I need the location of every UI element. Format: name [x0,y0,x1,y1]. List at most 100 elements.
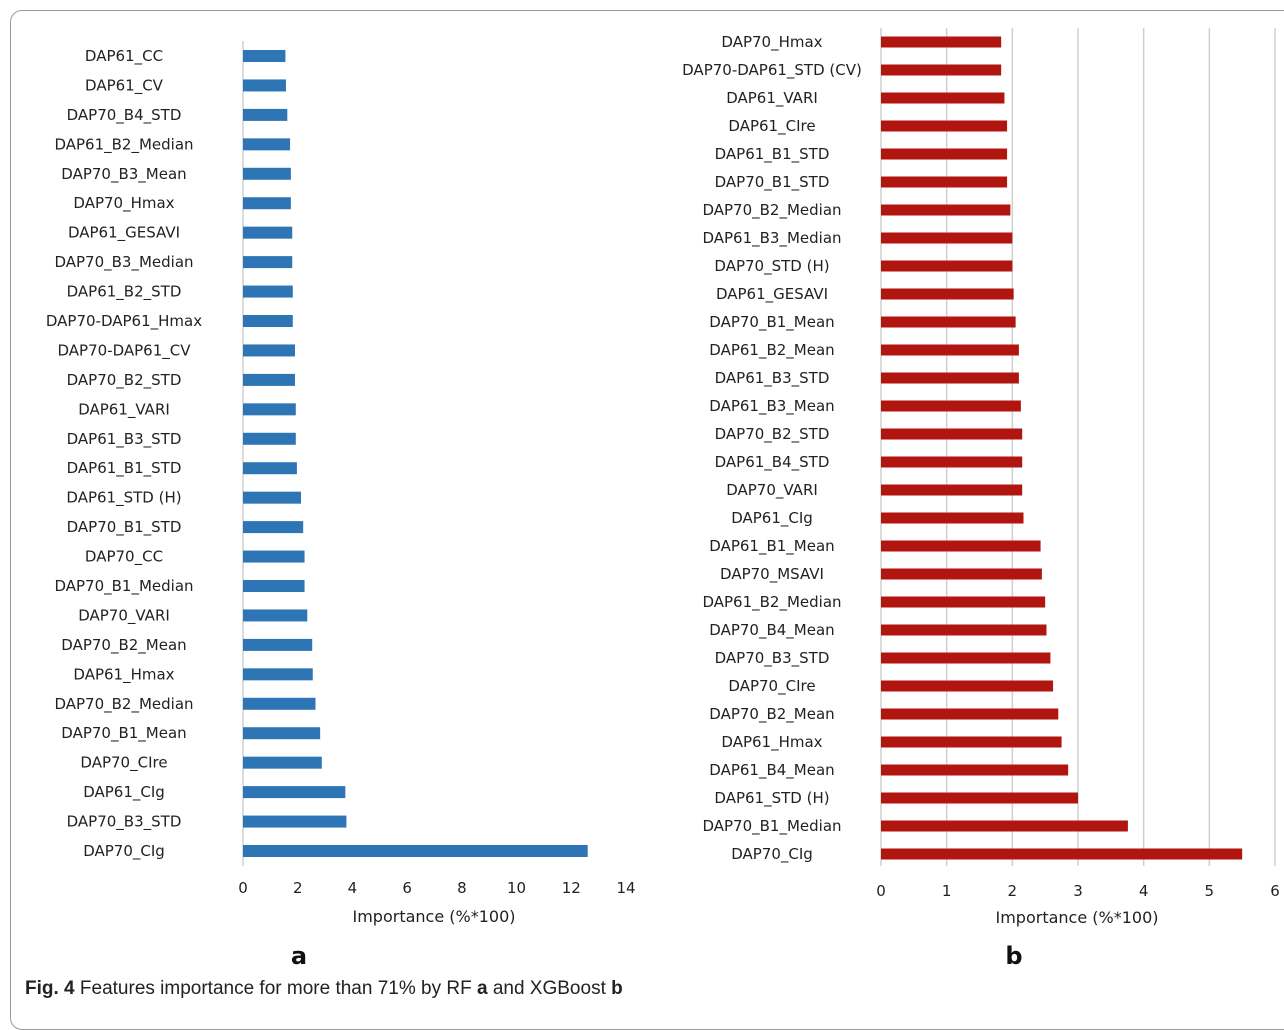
category-label: DAP61_B2_Median [54,135,193,154]
x-tick-label: 1 [942,882,952,900]
category-label: DAP70-DAP61_STD (CV) [682,61,862,80]
bar [881,120,1008,132]
bar [243,550,305,563]
bar [881,708,1059,720]
category-label: DAP70_B2_Mean [61,636,186,655]
bar [243,226,293,239]
bar [881,652,1051,664]
category-label: DAP70_B2_Median [702,201,841,220]
bar [881,736,1062,748]
category-label: DAP70_B3_STD [715,649,830,668]
bar [881,764,1069,776]
bar [243,609,308,622]
category-label: DAP61_CIg [83,783,165,802]
x-tick-label: 6 [402,879,412,897]
bar [881,176,1008,188]
category-label: DAP61_VARI [726,89,818,108]
bar [243,580,305,592]
bar [243,697,316,710]
x-tick-label: 14 [616,879,635,897]
category-label: DAP70_B4_STD [67,106,182,125]
category-label: DAP70_CIre [728,677,815,696]
bar [243,50,286,62]
category-label: DAP61_B4_Mean [709,761,834,780]
caption-label: Fig. 4 [25,978,75,999]
bar [243,462,297,475]
category-label: DAP70_B2_Mean [709,705,834,724]
bar [881,64,1002,76]
x-tick-label: 2 [293,879,303,897]
figure-caption: Fig. 4 Features importance for more than… [25,978,623,1000]
category-label: DAP61_CIre [728,117,815,136]
bar [243,344,295,357]
category-label: DAP61_B3_STD [67,430,182,449]
caption-panel-b: b [611,978,623,999]
panel-label: b [1005,942,1022,970]
category-label: DAP70_MSAVI [720,565,824,584]
category-label: DAP70_B3_Median [54,253,193,272]
bar [243,815,347,828]
bar [881,596,1046,608]
category-label: DAP70_B3_Mean [61,165,186,184]
category-label: DAP70_B2_STD [715,425,830,444]
x-tick-label: 5 [1205,882,1215,900]
bar [243,285,293,298]
bar [881,484,1023,496]
bar [881,848,1243,860]
category-label: DAP61_STD (H) [66,489,181,508]
category-label: DAP61_STD (H) [714,789,829,808]
category-label: DAP61_B3_Mean [709,397,834,416]
bar [881,36,1002,48]
category-label: DAP61_VARI [78,400,170,419]
category-label: DAP61_B2_STD [67,283,182,302]
bar [881,540,1041,552]
category-label: DAP61_B4_STD [715,453,830,472]
bar [881,456,1023,468]
x-tick-label: 8 [457,879,467,897]
category-label: DAP70_B2_Median [54,695,193,714]
panel-b-chart: DAP70_Hmax DAP70-DAP61_STD (CV) DAP61_VARI… [682,28,1280,970]
bar [243,108,288,121]
category-label: DAP70-DAP61_Hmax [46,312,202,331]
bar [881,260,1013,272]
bar [243,79,286,92]
category-label: DAP61_GESAVI [68,224,180,243]
category-label: DAP70_B4_Mean [709,621,834,640]
category-label: DAP61_B2_Median [702,593,841,612]
bar [243,727,321,740]
panel-a-chart: DAP61_CC DAP61_CV DAP70_B4_STD DAP61_B2_Med… [46,41,636,970]
category-label: DAP61_B1_STD [67,459,182,478]
bar [881,792,1078,804]
x-tick-label: 4 [348,879,358,897]
bar [243,786,346,799]
category-label: DAP61_B1_Mean [709,537,834,556]
bar [881,820,1128,832]
x-tick-label: 12 [562,879,581,897]
x-tick-label: 3 [1073,882,1083,900]
bar [243,167,291,180]
category-label: DAP70_VARI [78,606,170,625]
bar [881,512,1024,524]
x-tick-label: 4 [1139,882,1149,900]
bar [881,204,1011,216]
bar [243,138,291,151]
bar [243,197,291,210]
category-label: DAP70_VARI [726,481,818,500]
bar [243,845,588,857]
bar [243,638,313,651]
category-label: DAP61_CV [85,76,164,95]
bar [243,756,322,769]
bar [881,288,1014,300]
category-label: DAP70_B1_STD [715,173,830,192]
x-tick-label: 0 [238,879,248,897]
category-label: DAP70_B2_STD [67,371,182,390]
category-label: DAP61_B1_STD [715,145,830,164]
bar [881,400,1021,412]
category-label: DAP61_B3_STD [715,369,830,388]
category-label: DAP70_B1_Median [702,817,841,836]
category-label: DAP70-DAP61_CV [57,341,191,360]
category-label: DAP70_Hmax [73,194,174,213]
category-label: DAP61_B2_Mean [709,341,834,360]
caption-panel-a: a [476,978,488,999]
category-label: DAP70_Hmax [721,33,822,52]
